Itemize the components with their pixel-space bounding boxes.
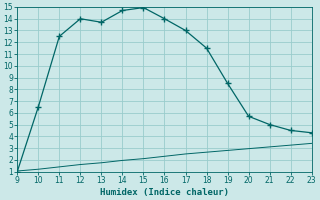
X-axis label: Humidex (Indice chaleur): Humidex (Indice chaleur) [100, 188, 229, 197]
